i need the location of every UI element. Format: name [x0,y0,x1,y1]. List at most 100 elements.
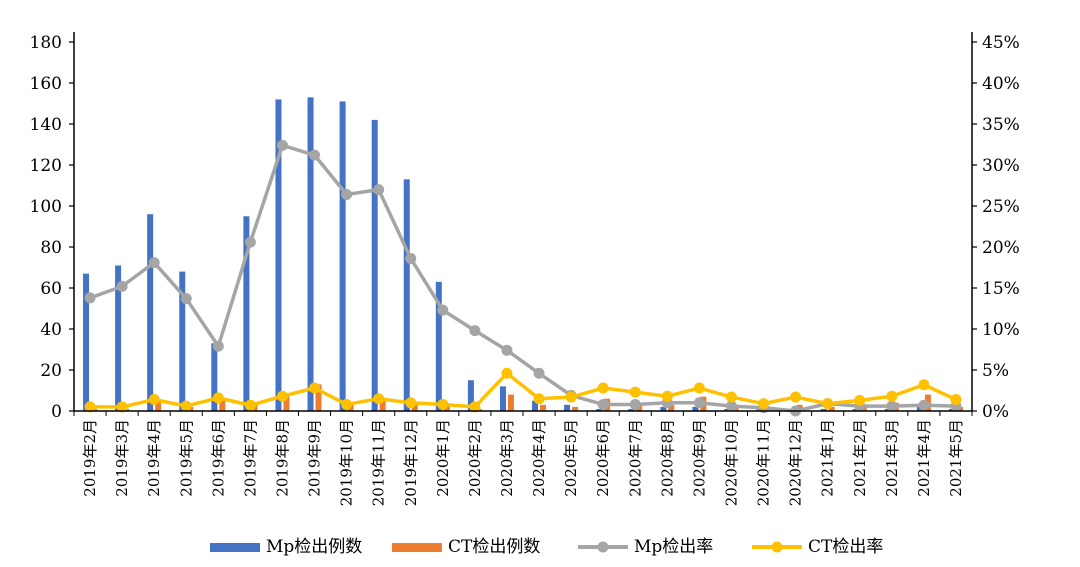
x-tick-label: 2020年10月 [722,419,740,506]
point-mp-rate [373,184,385,196]
point-ct-rate [180,400,192,412]
bar-ct-count [315,384,322,411]
point-ct-rate [244,399,256,411]
y-left-tick-label: 20 [40,361,62,381]
bar-mp-count [628,408,635,411]
point-mp-rate [693,397,705,409]
y-left-tick-label: 140 [30,115,62,135]
point-ct-rate [148,394,160,406]
axes-layer: 0 20 40 60 80 100 120 140 160 180 0% 5% 10% 15% 20% 25%… [30,32,1020,506]
point-mp-rate [244,236,256,248]
legend-item: CT检出率 [752,537,883,557]
x-tick-label: 2019年9月 [306,419,324,497]
point-ct-rate [597,382,609,394]
point-ct-rate [373,393,385,405]
point-ct-rate [501,367,513,379]
point-mp-rate [212,340,224,352]
x-tick-label: 2020年7月 [626,419,644,497]
legend-label: Mp检出率 [634,537,713,557]
bar-mp-count [724,408,731,411]
legend-swatch [210,543,260,552]
point-mp-rate [276,139,288,151]
point-mp-rate [437,304,449,316]
point-mp-rate [469,325,481,337]
line-layer [84,139,962,417]
x-tick-label: 2020年9月 [690,419,708,497]
x-tick-label: 2020年2月 [466,419,484,497]
point-ct-rate [886,390,898,402]
point-ct-rate [469,401,481,413]
x-tick-label: 2019年3月 [113,419,131,497]
legend-item: Mp检出率 [578,537,713,557]
x-tick-label: 2020年5月 [562,419,580,497]
line-mp-rate [89,143,957,413]
x-tick-label: 2020年8月 [658,419,676,497]
bar-ct-count [540,404,547,411]
x-tick-label: 2021年5月 [947,419,965,497]
bar-ct-count [155,400,162,411]
legend-label: CT检出例数 [448,537,540,557]
y-right-tick-label: 45% [982,33,1020,53]
point-mp-rate [405,252,417,264]
legend-swatch [392,543,442,552]
y-left-tick-label: 80 [40,238,62,258]
bar-mp-count [948,408,955,411]
y-left-tick-label: 0 [51,402,62,422]
point-ct-rate [854,394,866,406]
bar-ct-count [283,396,290,411]
bar-mp-count [147,214,154,411]
x-tick-label: 2019年12月 [402,419,420,506]
point-mp-rate [725,400,737,412]
legend: Mp检出例数 CT检出例数 Mp检出率 CT检出率 [210,537,883,557]
bar-ct-count [219,398,226,411]
point-ct-rate [918,379,930,391]
bar-mp-count [884,408,891,411]
y-right-tick-label: 20% [982,238,1020,258]
legend-item: Mp检出例数 [210,537,362,557]
legend-label: CT检出率 [808,537,883,557]
line-ct-rate [90,371,957,409]
point-ct-rate [84,401,96,413]
point-ct-rate [629,386,641,398]
x-tick-label: 2019年8月 [273,419,291,497]
point-ct-rate [437,398,449,410]
y-left-tick-label: 180 [30,33,62,53]
bar-layer [83,97,963,412]
x-tick-label: 2021年2月 [851,419,869,497]
bar-mp-count [820,408,827,411]
y-left-tick-label: 40 [40,320,62,340]
x-tick-label: 2019年7月 [241,419,259,497]
bar-mp-count [179,271,186,411]
bar-mp-count [499,386,506,411]
x-tick-label: 2019年10月 [338,419,356,506]
bar-mp-count [596,408,603,411]
bar-ct-count [828,406,835,411]
y-left-tick-label: 100 [30,197,62,217]
point-ct-rate [693,382,705,394]
point-mp-rate [886,400,898,412]
x-tick-label: 2019年11月 [370,419,388,506]
y-right-tick-label: 35% [982,115,1020,135]
bar-mp-count [564,404,571,411]
bar-mp-count [243,216,250,411]
point-ct-rate [276,390,288,402]
point-mp-rate [341,189,353,201]
y-left-tick-label: 60 [40,279,62,299]
bar-mp-count [371,119,378,412]
bar-mp-count [115,265,122,411]
bar-mp-count [692,406,699,411]
point-ct-rate [790,391,802,403]
point-mp-rate [533,367,545,379]
x-tick-label: 2021年1月 [819,419,837,497]
y-right-tick-label: 30% [982,156,1020,176]
point-ct-rate [116,401,128,413]
y-left-tick-label: 160 [30,74,62,94]
bar-mp-count [307,97,314,411]
x-tick-label: 2021年3月 [883,419,901,497]
legend-item: CT检出例数 [392,537,540,557]
bar-mp-count [83,273,90,411]
bar-mp-count [852,408,859,411]
point-ct-rate [405,397,417,409]
point-ct-rate [758,398,770,410]
